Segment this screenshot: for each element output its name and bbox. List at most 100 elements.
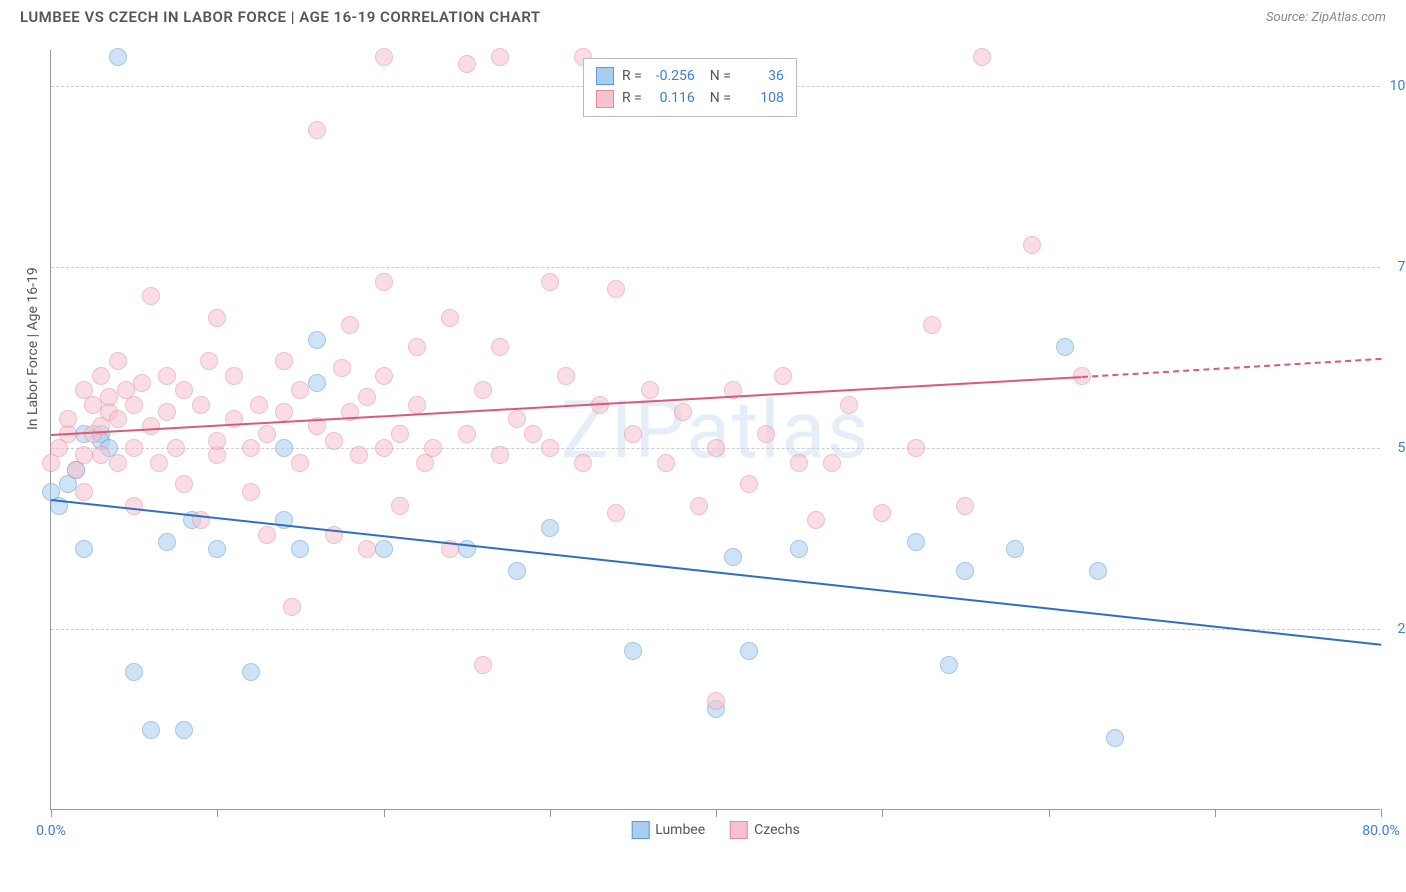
legend-swatch bbox=[631, 821, 649, 839]
scatter-point bbox=[109, 48, 127, 66]
scatter-point bbox=[1023, 236, 1041, 254]
scatter-point bbox=[92, 446, 110, 464]
x-tick bbox=[1049, 809, 1050, 817]
series-legend: Lumbee Czechs bbox=[631, 821, 800, 839]
gridline bbox=[51, 267, 1380, 268]
scatter-point bbox=[707, 692, 725, 710]
x-tick bbox=[384, 809, 385, 817]
scatter-point bbox=[391, 497, 409, 515]
scatter-point bbox=[109, 454, 127, 472]
legend-swatch bbox=[730, 821, 748, 839]
scatter-point bbox=[325, 432, 343, 450]
x-tick bbox=[51, 809, 52, 817]
scatter-point bbox=[175, 721, 193, 739]
scatter-point bbox=[840, 396, 858, 414]
scatter-point bbox=[308, 374, 326, 392]
scatter-point bbox=[508, 562, 526, 580]
scatter-point bbox=[474, 381, 492, 399]
scatter-point bbox=[142, 417, 160, 435]
scatter-point bbox=[167, 439, 185, 457]
legend-n-value: 108 bbox=[739, 87, 784, 109]
scatter-point bbox=[375, 540, 393, 558]
scatter-point bbox=[607, 504, 625, 522]
x-tick bbox=[1381, 809, 1382, 817]
scatter-point bbox=[641, 381, 659, 399]
scatter-point bbox=[308, 331, 326, 349]
scatter-point bbox=[158, 533, 176, 551]
scatter-point bbox=[150, 454, 168, 472]
scatter-point bbox=[250, 396, 268, 414]
scatter-point bbox=[158, 367, 176, 385]
scatter-point bbox=[350, 446, 368, 464]
scatter-point bbox=[408, 396, 426, 414]
legend-r-label: R = bbox=[622, 87, 642, 109]
scatter-point bbox=[807, 511, 825, 529]
scatter-point bbox=[358, 540, 376, 558]
scatter-point bbox=[524, 425, 542, 443]
scatter-point bbox=[109, 352, 127, 370]
scatter-point bbox=[1106, 729, 1124, 747]
scatter-point bbox=[100, 388, 118, 406]
y-tick-label: 50.0% bbox=[1385, 440, 1406, 456]
scatter-point bbox=[491, 338, 509, 356]
scatter-point bbox=[242, 483, 260, 501]
legend-row: R =-0.256 N =36 bbox=[596, 65, 784, 87]
scatter-point bbox=[208, 309, 226, 327]
scatter-point bbox=[192, 396, 210, 414]
scatter-point bbox=[823, 454, 841, 472]
scatter-point bbox=[873, 504, 891, 522]
legend-r-value: 0.116 bbox=[650, 87, 695, 109]
scatter-point bbox=[973, 48, 991, 66]
legend-item: Czechs bbox=[730, 821, 800, 839]
x-tick bbox=[1215, 809, 1216, 817]
scatter-point bbox=[724, 548, 742, 566]
scatter-point bbox=[291, 381, 309, 399]
scatter-point bbox=[740, 475, 758, 493]
x-tick-label: 80.0% bbox=[1362, 823, 1400, 839]
source-label: Source: ZipAtlas.com bbox=[1266, 10, 1386, 25]
scatter-point bbox=[458, 425, 476, 443]
scatter-point bbox=[208, 540, 226, 558]
scatter-point bbox=[740, 642, 758, 660]
scatter-point bbox=[508, 410, 526, 428]
scatter-point bbox=[940, 656, 958, 674]
scatter-point bbox=[341, 316, 359, 334]
scatter-point bbox=[225, 367, 243, 385]
x-tick-label: 0.0% bbox=[36, 823, 66, 839]
scatter-point bbox=[283, 598, 301, 616]
scatter-point bbox=[1056, 338, 1074, 356]
scatter-point bbox=[208, 432, 226, 450]
scatter-point bbox=[624, 425, 642, 443]
scatter-point bbox=[1006, 540, 1024, 558]
x-tick bbox=[550, 809, 551, 817]
legend-n-label: N = bbox=[703, 65, 731, 87]
scatter-point bbox=[258, 425, 276, 443]
scatter-point bbox=[674, 403, 692, 421]
scatter-point bbox=[491, 48, 509, 66]
scatter-point bbox=[907, 533, 925, 551]
scatter-point bbox=[690, 497, 708, 515]
scatter-point bbox=[491, 446, 509, 464]
legend-series-label: Czechs bbox=[754, 822, 800, 838]
legend-n-label: N = bbox=[703, 87, 731, 109]
scatter-point bbox=[923, 316, 941, 334]
correlation-legend: R =-0.256 N =36R =0.116 N =108 bbox=[583, 58, 797, 117]
scatter-point bbox=[275, 403, 293, 421]
scatter-point bbox=[358, 388, 376, 406]
scatter-point bbox=[258, 526, 276, 544]
scatter-point bbox=[474, 656, 492, 674]
y-tick-label: 100.0% bbox=[1385, 78, 1406, 94]
chart-title: LUMBEE VS CZECH IN LABOR FORCE | AGE 16-… bbox=[20, 8, 541, 26]
x-tick bbox=[882, 809, 883, 817]
scatter-point bbox=[133, 374, 151, 392]
scatter-point bbox=[200, 352, 218, 370]
scatter-point bbox=[75, 446, 93, 464]
legend-item: Lumbee bbox=[631, 821, 705, 839]
legend-n-value: 36 bbox=[739, 65, 784, 87]
scatter-point bbox=[125, 396, 143, 414]
scatter-point bbox=[333, 359, 351, 377]
scatter-point bbox=[790, 454, 808, 472]
scatter-point bbox=[75, 540, 93, 558]
scatter-point bbox=[557, 367, 575, 385]
scatter-point bbox=[375, 273, 393, 291]
